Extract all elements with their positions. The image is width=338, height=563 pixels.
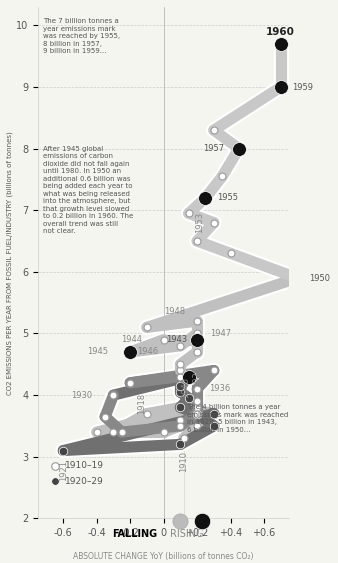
Point (127, 347, 133, 356)
Point (181, 434, 187, 443)
Point (228, 249, 233, 258)
Point (194, 236, 200, 245)
Point (211, 409, 217, 418)
Text: FALLING: FALLING (112, 529, 157, 539)
Point (278, 83, 284, 92)
Text: 1921: 1921 (59, 460, 68, 481)
Point (178, 403, 183, 412)
Text: 1947: 1947 (211, 329, 232, 338)
Point (127, 378, 133, 387)
Text: 1936: 1936 (209, 385, 230, 394)
Text: 1950: 1950 (309, 274, 330, 283)
Point (52, 477, 57, 486)
Text: 1960: 1960 (266, 26, 295, 37)
Text: 1955: 1955 (217, 194, 238, 203)
Point (211, 218, 217, 227)
Text: ABSOLUTE CHANGE YoY (billions of tonnes CO₂): ABSOLUTE CHANGE YoY (billions of tonnes … (73, 552, 254, 561)
Text: 1930: 1930 (71, 391, 92, 400)
Point (194, 397, 200, 406)
Point (178, 403, 183, 412)
Point (61, 446, 66, 455)
Point (194, 347, 200, 356)
Text: RISING: RISING (170, 529, 204, 539)
Text: 1940: 1940 (181, 377, 190, 397)
Point (194, 385, 200, 394)
Point (236, 144, 242, 153)
Point (178, 381, 183, 390)
Point (186, 209, 191, 218)
Point (186, 372, 191, 381)
Point (178, 440, 183, 449)
Point (203, 194, 208, 203)
Point (178, 360, 183, 369)
Point (194, 335, 200, 344)
Point (194, 403, 200, 412)
Text: 1946: 1946 (138, 347, 159, 356)
Point (203, 194, 208, 203)
Point (211, 126, 217, 135)
Point (111, 391, 116, 400)
Point (178, 422, 183, 431)
Text: The 4 billion tonnes a year
emissions mark was reached
in 1929, 5 billion in 194: The 4 billion tonnes a year emissions ma… (187, 404, 288, 433)
Point (194, 329, 200, 338)
Point (211, 422, 217, 431)
Text: 1957: 1957 (203, 144, 224, 153)
Text: 1943: 1943 (166, 335, 187, 344)
Text: After 1945 global
emissions of carbon
dioxide did not fall again
until 1980. In : After 1945 global emissions of carbon di… (43, 146, 134, 234)
Text: 1910: 1910 (179, 450, 188, 472)
Point (161, 335, 166, 344)
Point (178, 372, 183, 381)
Point (161, 427, 166, 436)
Point (178, 415, 183, 425)
Point (295, 274, 300, 283)
Text: 1944: 1944 (121, 335, 142, 344)
Point (178, 517, 183, 526)
Point (144, 409, 150, 418)
Point (127, 347, 133, 356)
Point (186, 372, 191, 381)
Point (219, 172, 225, 181)
Point (194, 316, 200, 325)
Point (194, 409, 200, 418)
Point (194, 335, 200, 344)
Point (111, 427, 116, 436)
Point (52, 462, 57, 471)
Point (144, 323, 150, 332)
Point (178, 387, 183, 396)
Point (186, 394, 191, 403)
Point (211, 366, 217, 375)
Point (178, 366, 183, 375)
Text: The 7 billion tonnes a
year emissions mark
was reached by 1955,
8 billion in 195: The 7 billion tonnes a year emissions ma… (43, 18, 120, 54)
Point (194, 422, 200, 431)
Text: 1918: 1918 (138, 392, 146, 414)
Text: 1953: 1953 (195, 212, 204, 233)
Point (194, 409, 200, 418)
Point (119, 427, 124, 436)
Text: 1945: 1945 (88, 347, 108, 356)
Point (94, 427, 99, 436)
Point (295, 274, 300, 283)
Y-axis label: CO2 EMISSIONS PER YEAR FROM FOSSIL FUEL/INDUSTRY (billions of tonnes): CO2 EMISSIONS PER YEAR FROM FOSSIL FUEL/… (7, 131, 14, 395)
Text: 1948: 1948 (164, 307, 185, 316)
Point (211, 409, 217, 418)
Point (278, 39, 284, 48)
Point (278, 83, 284, 92)
Point (102, 412, 108, 421)
Point (178, 341, 183, 350)
Text: 1929: 1929 (192, 366, 201, 387)
Point (199, 517, 205, 526)
Text: 1910–19: 1910–19 (65, 462, 104, 471)
Point (278, 39, 284, 48)
Text: 1959: 1959 (292, 83, 313, 92)
Point (236, 144, 242, 153)
Text: 1920–29: 1920–29 (65, 477, 104, 486)
